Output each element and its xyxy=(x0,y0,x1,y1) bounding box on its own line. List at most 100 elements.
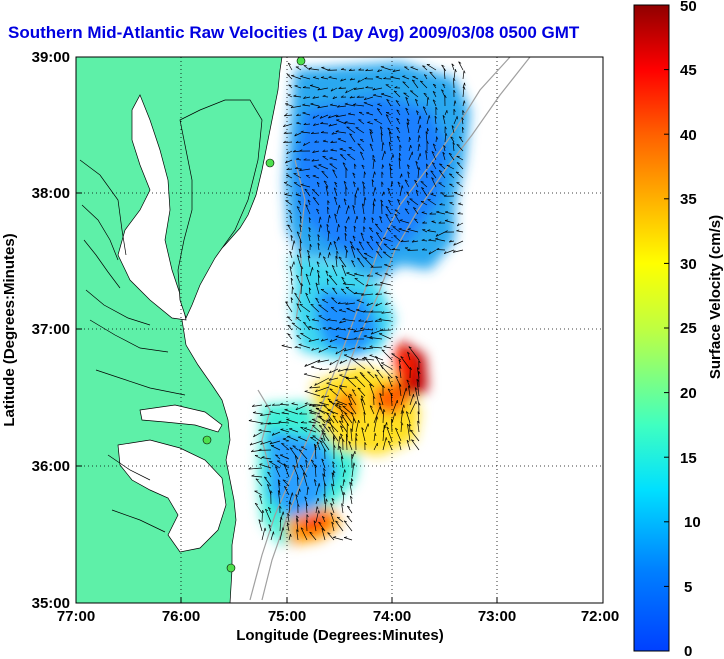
velocity-arrow xyxy=(407,164,410,170)
velocity-arrow xyxy=(288,492,293,505)
velocity-arrow xyxy=(373,406,381,424)
x-axis-label: Longitude (Degrees:Minutes) xyxy=(236,627,444,644)
velocity-arrowhead xyxy=(418,167,421,171)
velocity-arrowhead xyxy=(392,69,396,72)
velocity-arrow xyxy=(327,230,330,242)
velocity-arrow xyxy=(308,421,317,424)
velocity-arrow xyxy=(298,344,311,349)
velocity-arrow xyxy=(385,206,392,215)
velocity-arrow xyxy=(389,131,392,143)
velocity-arrowhead xyxy=(265,508,269,512)
velocity-arrow xyxy=(337,436,341,451)
velocity-arrowhead xyxy=(345,302,349,305)
colorbar-tick-label: 10 xyxy=(684,514,701,531)
plot-frame xyxy=(75,56,604,604)
velocity-arrowhead xyxy=(328,230,331,234)
velocity-arrow xyxy=(392,69,401,72)
velocity-arrow xyxy=(299,168,311,172)
velocity-arrow xyxy=(456,230,464,233)
velocity-arrowhead xyxy=(321,430,325,433)
velocity-arrowhead xyxy=(293,240,296,244)
velocity-arrow xyxy=(313,123,320,126)
velocity-arrowhead xyxy=(415,160,419,164)
velocity-arrow xyxy=(432,99,437,107)
velocity-arrowhead xyxy=(449,173,453,175)
velocity-arrowhead xyxy=(387,127,391,130)
velocity-arrowhead xyxy=(281,443,285,445)
velocity-arrowhead xyxy=(426,172,429,175)
velocity-arrow xyxy=(332,287,338,295)
velocity-arrow xyxy=(381,349,393,361)
velocity-arrowhead xyxy=(360,293,364,296)
velocity-arrow xyxy=(340,78,347,82)
velocity-arrow xyxy=(366,112,374,116)
velocity-arrow xyxy=(337,368,348,372)
velocity-arrow xyxy=(409,400,417,415)
velocity-arrowhead xyxy=(376,250,380,253)
velocity-arrowhead xyxy=(453,242,456,246)
velocity-arrow xyxy=(349,133,356,143)
velocity-arrowhead xyxy=(393,90,397,93)
velocity-arrowhead xyxy=(361,164,365,167)
velocity-arrow xyxy=(369,383,375,397)
velocity-arrowhead xyxy=(306,514,309,518)
velocity-arrowhead xyxy=(443,145,446,148)
velocity-arrowhead xyxy=(374,171,376,175)
velocity-arrow xyxy=(364,320,374,323)
velocity-arrow xyxy=(445,211,455,215)
velocity-arrowhead xyxy=(318,510,320,514)
velocity-arrowhead xyxy=(296,515,299,519)
velocity-arrow xyxy=(260,440,272,445)
velocity-arrowhead xyxy=(322,139,326,142)
velocity-arrow xyxy=(372,87,383,91)
velocity-arrow xyxy=(396,136,401,143)
velocity-arrow xyxy=(398,365,402,379)
velocity-arrowhead xyxy=(387,376,391,379)
velocity-arrowhead xyxy=(290,533,292,537)
velocity-arrowhead xyxy=(344,245,348,248)
velocity-arrowhead xyxy=(395,427,399,431)
velocity-arrowhead xyxy=(300,183,304,186)
velocity-arrow xyxy=(457,222,464,227)
velocity-arrowhead xyxy=(359,372,363,374)
velocity-arrowhead xyxy=(296,231,300,234)
velocity-arrowhead xyxy=(353,329,357,333)
velocity-arrowhead xyxy=(418,143,421,147)
velocity-arrow xyxy=(396,127,401,134)
velocity-arrowhead xyxy=(382,164,385,168)
velocity-arrow xyxy=(417,411,420,424)
velocity-arrowhead xyxy=(451,125,455,128)
velocity-arrowhead xyxy=(364,171,367,175)
velocity-arrow xyxy=(400,356,411,370)
velocity-arrow xyxy=(442,83,446,89)
velocity-arrowhead xyxy=(353,225,357,229)
velocity-arrow xyxy=(312,114,320,119)
velocity-arrow xyxy=(328,114,338,119)
velocity-arrowhead xyxy=(410,429,414,432)
velocity-arrowhead xyxy=(301,283,304,287)
velocity-arrow xyxy=(328,401,339,406)
velocity-arrowhead xyxy=(375,355,379,359)
velocity-arrow xyxy=(343,198,347,206)
velocity-arrow xyxy=(362,203,365,215)
velocity-arrow xyxy=(349,96,356,99)
velocity-arrow xyxy=(290,235,293,242)
velocity-arrow xyxy=(462,82,465,89)
velocity-arrowhead xyxy=(316,441,320,445)
velocity-arrow xyxy=(456,144,464,152)
velocity-arrowhead xyxy=(385,213,389,216)
velocity-arrowhead xyxy=(312,96,316,99)
velocity-arrowhead xyxy=(371,179,375,183)
velocity-arrow xyxy=(311,366,321,370)
velocity-arrowhead xyxy=(456,162,460,164)
velocity-arrowhead xyxy=(373,158,376,163)
velocity-arrow xyxy=(369,129,374,134)
velocity-arrow xyxy=(317,105,329,109)
velocity-arrow xyxy=(290,105,302,109)
velocity-arrow xyxy=(327,215,330,224)
velocity-arrowhead xyxy=(377,69,380,73)
velocity-arrowhead xyxy=(331,498,335,501)
velocity-arrowhead xyxy=(328,418,332,421)
velocity-arrowhead xyxy=(327,318,331,321)
velocity-arrow xyxy=(356,299,365,304)
